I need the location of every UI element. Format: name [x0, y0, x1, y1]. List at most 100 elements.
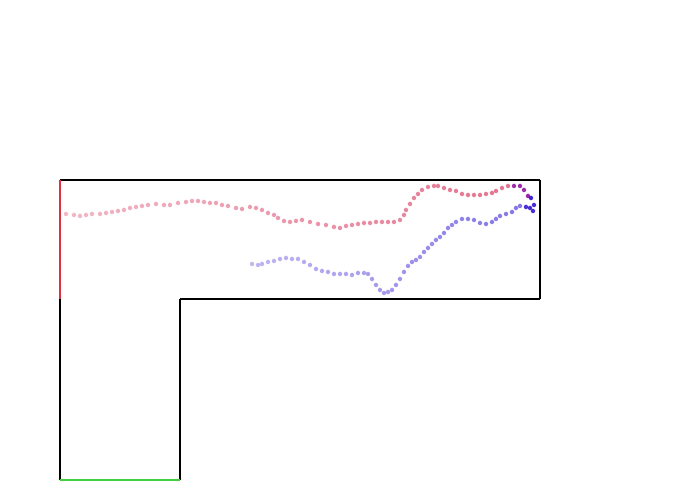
- trajectory-blue-point: [373, 282, 379, 288]
- trajectory-red-point: [331, 224, 337, 230]
- trajectory-blue-point: [295, 256, 301, 262]
- trajectory-blue-point: [527, 205, 533, 211]
- trajectory-red-point: [323, 222, 329, 228]
- trajectory-red-point: [431, 183, 437, 189]
- trajectory-blue-point: [259, 261, 265, 267]
- trajectory-blue-point: [449, 222, 455, 228]
- trajectory-red-point: [281, 218, 287, 224]
- trajectory-blue-point: [497, 213, 503, 219]
- trajectory-red-point: [271, 212, 277, 218]
- trajectory-red-point: [477, 192, 483, 198]
- trajectory-red-point: [265, 210, 271, 216]
- trajectory-red-point: [175, 200, 181, 206]
- trajectory-red-point: [207, 200, 213, 206]
- trajectory-blue-point: [441, 230, 447, 236]
- trajectory-blue-point: [277, 256, 283, 262]
- trajectory-red-point: [89, 211, 95, 217]
- trajectory-red-point: [447, 187, 453, 193]
- trajectory-red-point: [471, 192, 477, 198]
- trajectory-blue-point: [283, 255, 289, 261]
- trajectory-blue-point: [331, 271, 337, 277]
- trajectory-red-point: [259, 207, 265, 213]
- trajectory-red-point: [407, 201, 413, 207]
- trajectory-red-point: [161, 202, 167, 208]
- trajectory-blue: [249, 195, 537, 296]
- trajectory-blue-point: [325, 269, 331, 275]
- trajectory-blue-point: [471, 217, 477, 223]
- trajectory-red: [63, 183, 531, 231]
- trajectory-blue-point: [255, 262, 261, 268]
- trajectory-red-point: [97, 211, 103, 217]
- trajectory-red-point: [63, 211, 69, 217]
- trajectory-red-point: [511, 183, 517, 189]
- trajectory-red-point: [441, 185, 447, 191]
- trajectory-blue-point: [483, 221, 489, 227]
- trajectory-red-point: [489, 190, 495, 196]
- trajectory-blue-point: [397, 276, 403, 282]
- trajectory-red-point: [403, 207, 409, 213]
- trajectory-blue-point: [477, 220, 483, 226]
- trajectory-blue-point: [453, 219, 459, 225]
- trajectory-red-point: [253, 205, 259, 211]
- trajectory-red-point: [483, 191, 489, 197]
- trajectory-red-point: [247, 204, 253, 210]
- trajectory-blue-point: [401, 269, 407, 275]
- trajectory-blue-point: [313, 266, 319, 272]
- trajectory-red-point: [83, 212, 89, 218]
- trajectory-blue-point: [433, 237, 439, 243]
- trajectory-blue-point: [393, 282, 399, 288]
- trajectory-red-point: [115, 208, 121, 214]
- trajectory-red-point: [239, 206, 245, 212]
- trajectory-red-point: [401, 212, 407, 218]
- trajectory-red-point: [517, 183, 523, 189]
- trajectory-red-point: [293, 218, 299, 224]
- trajectory-blue-point: [343, 271, 349, 277]
- trajectory-blue-point: [503, 211, 509, 217]
- trajectory-blue-point: [445, 225, 451, 231]
- trajectory-blue-point: [377, 287, 383, 293]
- trajectory-blue-point: [489, 219, 495, 225]
- trajectory-red-point: [367, 220, 373, 226]
- trajectory-blue-point: [513, 205, 519, 211]
- trajectory-red-point: [183, 199, 189, 205]
- trajectory-red-point: [435, 183, 441, 189]
- trajectory-red-point: [385, 219, 391, 225]
- trajectory-red-point: [355, 221, 361, 227]
- trajectory-red-point: [505, 183, 511, 189]
- trajectory-red-point: [77, 213, 83, 219]
- trajectory-red-point: [337, 225, 343, 231]
- trajectory-red-point: [425, 184, 431, 190]
- trajectory-red-point: [109, 209, 115, 215]
- trajectory-red-point: [167, 202, 173, 208]
- trajectory-red-point: [145, 202, 151, 208]
- trajectory-red-point: [219, 202, 225, 208]
- trajectory-red-point: [195, 198, 201, 204]
- trajectory-blue-point: [437, 234, 443, 240]
- trajectory-blue-point: [365, 271, 371, 277]
- trajectory-blue-point: [349, 272, 355, 278]
- trajectory-blue-point: [421, 249, 427, 255]
- trajectory-red-point: [299, 217, 305, 223]
- trajectory-red-point: [139, 203, 145, 209]
- trajectory-red-point: [315, 221, 321, 227]
- trajectory-red-point: [411, 195, 417, 201]
- trajectory-red-point: [233, 205, 239, 211]
- trajectory-blue-point: [265, 259, 271, 265]
- trajectory-blue-point: [531, 202, 537, 208]
- trajectory-red-point: [103, 210, 109, 216]
- trajectory-blue-point: [523, 204, 529, 210]
- trajectory-blue-point: [417, 254, 423, 260]
- trajectory-blue-point: [493, 216, 499, 222]
- trajectory-blue-point: [361, 270, 367, 276]
- trajectory-red-point: [275, 215, 281, 221]
- trajectory-red-point: [465, 192, 471, 198]
- trajectory-red-point: [127, 205, 133, 211]
- trajectory-red-point: [349, 222, 355, 228]
- trajectory-red-point: [133, 204, 139, 210]
- trajectory-red-point: [379, 219, 385, 225]
- trajectory-red-point: [415, 191, 421, 197]
- trajectory-blue-point: [429, 241, 435, 247]
- trajectory-red-point: [287, 219, 293, 225]
